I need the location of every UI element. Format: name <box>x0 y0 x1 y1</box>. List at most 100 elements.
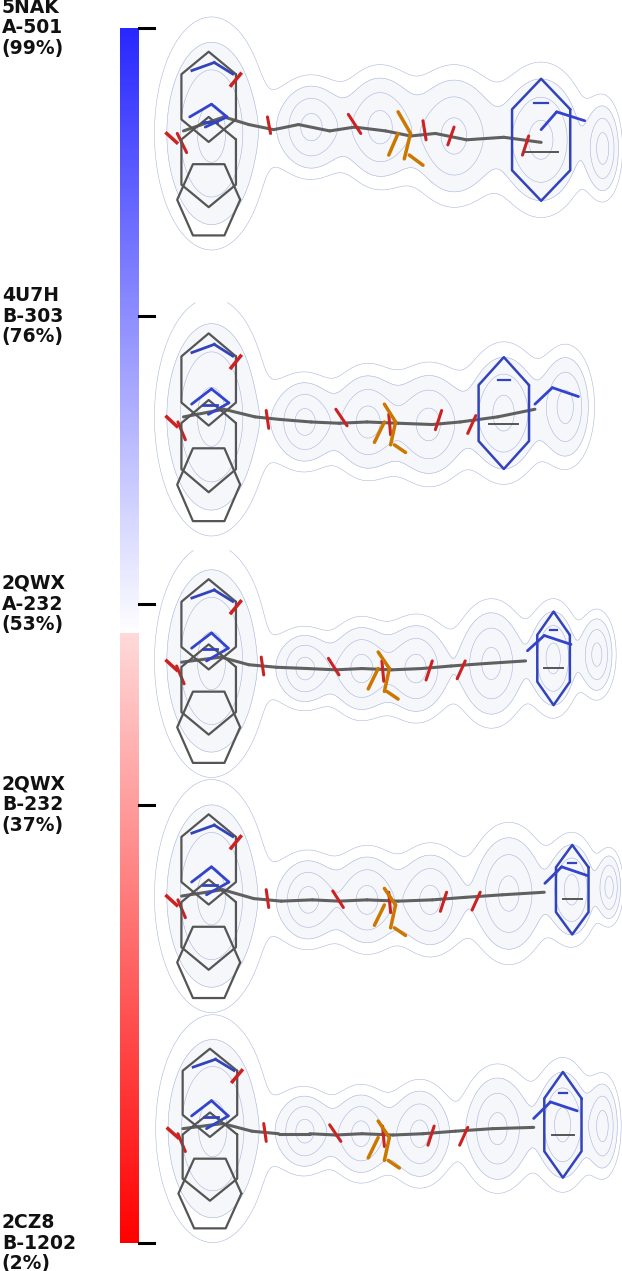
Bar <box>120 1018 139 1021</box>
Bar <box>120 629 139 632</box>
Bar <box>120 761 139 763</box>
Bar <box>120 768 139 769</box>
Bar <box>120 125 139 127</box>
Bar <box>120 848 139 850</box>
Bar <box>120 677 139 680</box>
Bar <box>120 394 139 397</box>
Text: 5NAK
A-501
(99%): 5NAK A-501 (99%) <box>2 0 64 58</box>
Bar <box>120 741 139 742</box>
Bar <box>120 151 139 154</box>
Bar <box>120 117 139 119</box>
Bar <box>120 192 139 194</box>
Bar <box>120 174 139 175</box>
Bar <box>120 413 139 414</box>
Bar <box>120 469 139 472</box>
Bar <box>120 376 139 379</box>
Bar <box>120 567 139 568</box>
Bar <box>120 55 139 56</box>
Bar <box>120 885 139 887</box>
Bar <box>120 1155 139 1158</box>
Bar <box>120 1056 139 1059</box>
Bar <box>120 1051 139 1052</box>
Bar <box>120 868 139 871</box>
Bar <box>120 445 139 447</box>
Bar <box>120 666 139 667</box>
Bar <box>120 369 139 370</box>
Bar <box>120 380 139 383</box>
Bar <box>120 155 139 158</box>
Bar <box>120 58 139 60</box>
Bar <box>120 714 139 717</box>
Bar <box>120 1201 139 1202</box>
Bar <box>120 826 139 827</box>
Bar <box>120 810 139 812</box>
Bar <box>120 435 139 437</box>
Bar <box>120 643 139 646</box>
Bar <box>120 1235 139 1237</box>
Bar <box>120 911 139 913</box>
Bar <box>120 1181 139 1182</box>
Bar <box>120 498 139 500</box>
Bar <box>120 1097 139 1099</box>
Bar <box>120 817 139 820</box>
Bar <box>120 1120 139 1121</box>
Bar <box>120 339 139 342</box>
Bar <box>120 977 139 980</box>
Bar <box>120 1205 139 1206</box>
Bar <box>120 280 139 281</box>
Bar <box>120 324 139 325</box>
Bar <box>120 599 139 601</box>
Bar <box>120 899 139 901</box>
Bar <box>120 905 139 907</box>
Bar <box>120 942 139 943</box>
Bar <box>120 971 139 974</box>
Bar <box>120 529 139 530</box>
Bar <box>120 708 139 710</box>
Bar <box>120 574 139 577</box>
Bar <box>120 771 139 773</box>
Bar <box>120 1148 139 1150</box>
Bar <box>120 618 139 619</box>
Bar <box>120 759 139 761</box>
Bar <box>120 72 139 75</box>
Bar <box>120 867 139 868</box>
Bar <box>120 587 139 588</box>
Bar <box>120 1041 139 1042</box>
Bar <box>120 749 139 751</box>
Bar <box>120 437 139 438</box>
Bar <box>120 468 139 469</box>
Bar <box>120 366 139 369</box>
Bar <box>120 212 139 215</box>
Bar <box>120 872 139 874</box>
Bar <box>120 70 139 72</box>
Bar <box>120 244 139 247</box>
Bar <box>120 344 139 346</box>
Bar <box>120 947 139 949</box>
Bar <box>120 619 139 622</box>
Bar <box>120 1065 139 1066</box>
Bar <box>120 240 139 243</box>
Bar <box>120 1113 139 1116</box>
Bar <box>120 90 139 93</box>
Bar <box>120 747 139 749</box>
Bar <box>120 1059 139 1061</box>
Bar <box>120 1082 139 1083</box>
Bar <box>120 202 139 205</box>
Bar <box>120 423 139 425</box>
Bar <box>120 1117 139 1120</box>
Bar <box>120 520 139 522</box>
Bar <box>120 1107 139 1110</box>
Bar <box>120 66 139 69</box>
Bar <box>120 710 139 713</box>
Bar <box>120 500 139 502</box>
Bar <box>120 444 139 445</box>
Bar <box>120 976 139 977</box>
Bar <box>120 358 139 360</box>
Bar <box>120 484 139 486</box>
Bar <box>120 1138 139 1140</box>
Bar <box>120 604 139 605</box>
Bar <box>120 178 139 179</box>
Bar <box>120 69 139 70</box>
Bar <box>120 533 139 534</box>
Bar <box>120 372 139 374</box>
